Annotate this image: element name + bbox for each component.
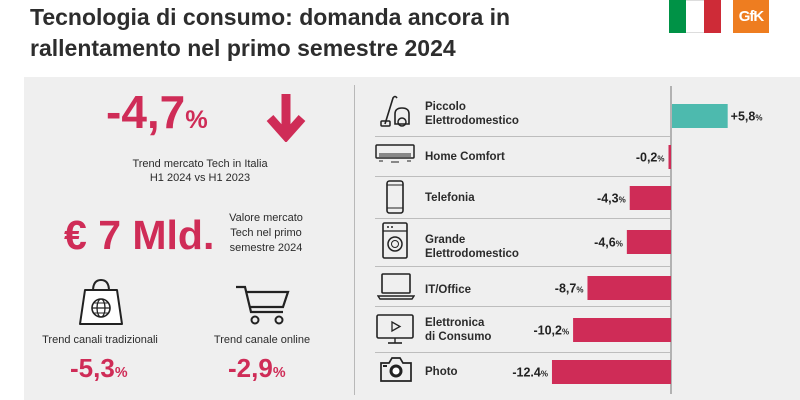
value-label: +5,8%	[731, 110, 763, 124]
value-label: -4,3%	[597, 192, 626, 206]
down-arrow-icon	[266, 94, 306, 142]
italy-flag	[669, 0, 721, 33]
market-label: Valore mercato Tech nel primo semestre 2…	[216, 211, 316, 256]
air-conditioner-icon	[375, 144, 415, 163]
bar-it-office	[587, 276, 671, 300]
gfk-logo-text: GfK	[738, 8, 764, 25]
category-label-photo: Photo	[425, 365, 458, 379]
online-channel-label: Trend canale online	[213, 334, 311, 346]
category-label-line: Telefonia	[425, 192, 475, 204]
category-label-it-office: IT/Office	[425, 283, 471, 297]
traditional-channels-value: -5,3%	[70, 352, 128, 389]
camera-icon	[380, 357, 412, 382]
flag-stripe-white	[686, 0, 704, 33]
bar-piccolo-elettrodomestico	[672, 104, 728, 128]
shopping-bag-icon	[79, 278, 123, 325]
category-label-grande-elettrodomestico: Grande Elettrodomestico	[425, 233, 519, 261]
online-value-unit: %	[272, 365, 286, 381]
category-label-line: Grande	[425, 234, 466, 246]
washing-machine-icon	[382, 222, 408, 259]
smartphone-icon	[386, 180, 404, 214]
laptop-icon	[377, 273, 415, 300]
market-label-line-2: Tech nel primo	[230, 227, 302, 239]
category-label-telefonia: Telefonia	[425, 191, 475, 205]
category-label-line: Elettrodomestico	[425, 248, 519, 260]
category-label-elettronica-di-consumo: Elettronica di Consumo	[425, 316, 491, 344]
value-label: -10,2%	[533, 324, 569, 338]
title-line-1: Tecnologia di consumo: domanda ancora in	[30, 4, 511, 30]
trend-label-line-2: H1 2024 vs H1 2023	[149, 172, 251, 184]
shopping-cart-icon	[236, 285, 290, 325]
gfk-logo: GfK	[733, 0, 769, 33]
value-label: -4,6%	[594, 236, 623, 250]
traditional-value-number: -5,3	[70, 353, 115, 383]
flag-stripe-red	[703, 0, 721, 33]
value-label: -8,7%	[555, 282, 584, 296]
row-separator	[375, 176, 670, 177]
category-label-piccolo-elettrodomestico: Piccolo Elettrodomestico	[425, 100, 519, 128]
title-line-2: rallentamento nel primo semestre 2024	[30, 35, 456, 61]
bar-home-comfort	[668, 145, 671, 169]
bar-telefonia	[629, 186, 671, 210]
trend-value: -4,7%	[106, 86, 208, 146]
category-label-line: Home Comfort	[425, 151, 505, 163]
value-label: -0,2%	[636, 151, 665, 165]
trend-label-line-1: Trend mercato Tech in Italia	[132, 158, 268, 170]
trend-unit: %	[185, 106, 208, 134]
traditional-channels-label: Trend canali tradizionali	[42, 334, 158, 346]
market-label-line-3: semestre 2024	[229, 242, 303, 254]
value-label: -12.4%	[512, 366, 548, 380]
category-label-home-comfort: Home Comfort	[425, 150, 505, 164]
bar-elettronica-di-consumo	[573, 318, 671, 342]
market-value: € 7 Mld.	[64, 212, 215, 258]
flag-stripe-green	[669, 0, 687, 33]
tv-icon	[376, 314, 414, 344]
row-separator	[375, 352, 670, 353]
row-separator	[375, 266, 670, 267]
vacuum-icon	[380, 95, 410, 127]
row-separator	[375, 306, 670, 307]
category-label-line: Elettronica	[425, 317, 485, 329]
bar-grande-elettrodomestico	[626, 230, 671, 254]
page-title: Tecnologia di consumo: domanda ancora in…	[30, 2, 630, 64]
bar-photo	[551, 360, 671, 384]
trend-number: -4,7	[106, 86, 186, 138]
online-channel-value: -2,9%	[228, 352, 286, 389]
category-label-line: Piccolo	[425, 101, 466, 113]
category-label-line: di Consumo	[425, 331, 492, 343]
traditional-value-unit: %	[114, 365, 128, 381]
trend-label: Trend mercato Tech in Italia H1 2024 vs …	[100, 157, 300, 185]
market-label-line-1: Valore mercato	[229, 212, 303, 224]
panel-divider	[354, 85, 355, 395]
category-label-line: Photo	[425, 366, 458, 378]
category-label-line: Elettrodomestico	[425, 115, 519, 127]
online-value-number: -2,9	[228, 353, 273, 383]
row-separator	[375, 136, 670, 137]
row-separator	[375, 218, 670, 219]
category-label-line: IT/Office	[425, 284, 472, 296]
